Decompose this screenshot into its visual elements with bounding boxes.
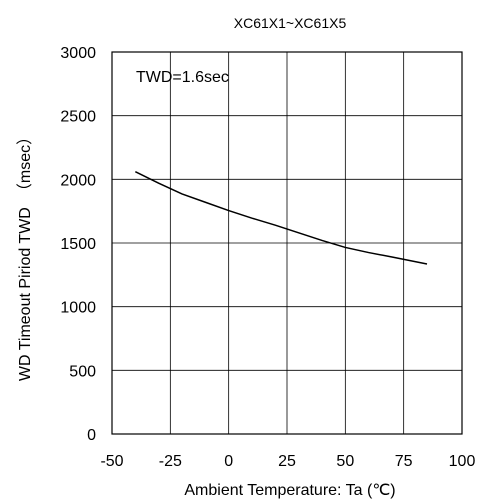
y-tick-label: 500 xyxy=(69,363,96,380)
series-line xyxy=(135,171,428,265)
y-tick-label: 0 xyxy=(87,427,96,444)
plot-frame xyxy=(111,51,463,435)
y-axis-label: WD Timeout Piriod TWD （msec） xyxy=(16,129,34,381)
y-axis-ticks: 0 500 1000 1500 2000 2500 3000 xyxy=(60,45,96,444)
x-axis-label: Ambient Temperature: Ta (℃) xyxy=(184,482,395,499)
x-tick-label: 0 xyxy=(224,453,233,470)
x-tick-label: -25 xyxy=(159,453,182,470)
x-tick-label: -50 xyxy=(100,453,123,470)
series xyxy=(135,171,428,265)
y-tick-label: 2500 xyxy=(60,109,96,126)
x-tick-label: 50 xyxy=(336,453,354,470)
y-tick-label: 3000 xyxy=(60,45,96,62)
y-tick-label: 2000 xyxy=(60,172,96,189)
y-tick-label: 1000 xyxy=(60,300,96,317)
x-tick-label: 25 xyxy=(278,453,296,470)
x-tick-label: 100 xyxy=(449,453,476,470)
annotation-label: TWD=1.6sec xyxy=(136,69,229,86)
chart-title: XC61X1~XC61X5 xyxy=(234,15,347,31)
x-tick-label: 75 xyxy=(395,453,413,470)
grid xyxy=(111,51,463,435)
y-tick-label: 1500 xyxy=(60,236,96,253)
x-axis-ticks: -50 -25 0 25 50 75 100 xyxy=(100,453,475,470)
